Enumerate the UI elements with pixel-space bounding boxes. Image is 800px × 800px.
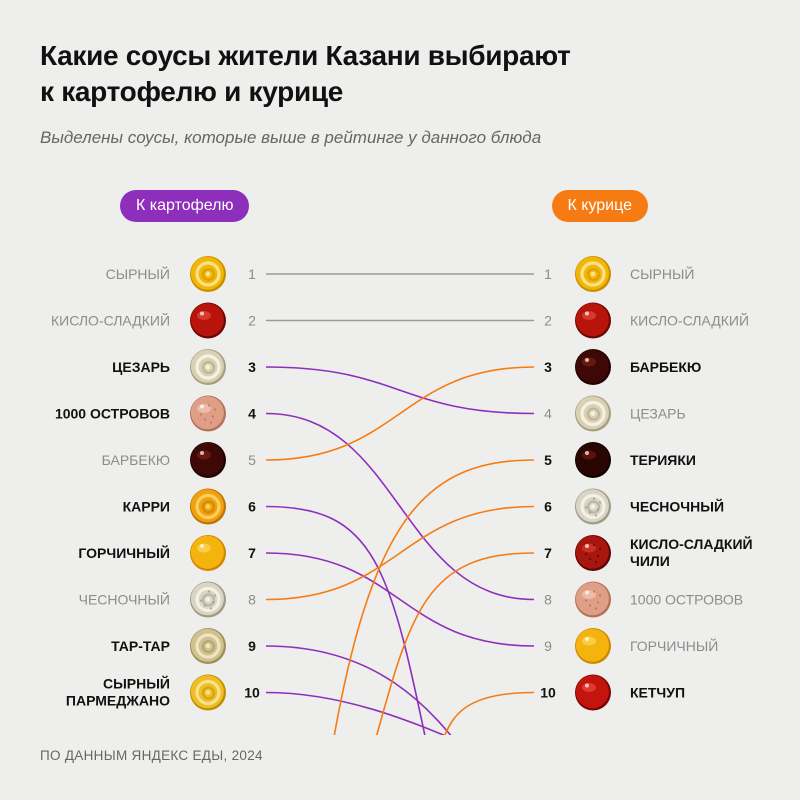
- potato-sauce-label-4: 1000 ОСТРОВОВ: [55, 406, 170, 422]
- potato-sauce-label-6: КАРРИ: [123, 499, 170, 515]
- chicken-rank-4: 4: [544, 406, 552, 422]
- chicken-rank-5: 5: [544, 452, 552, 468]
- sauce-ketchup-icon: [575, 674, 611, 711]
- connection-line-4: [265, 412, 535, 601]
- chicken-rank-7: 7: [544, 545, 552, 561]
- sauce-cheese-icon: [575, 256, 611, 292]
- chicken-sauce-label-2: КИСЛО-СЛАДКИЙ: [630, 312, 749, 329]
- chicken-rank-1: 1: [544, 266, 552, 282]
- potato-rank-2: 2: [248, 313, 256, 329]
- potato-rank-8: 8: [248, 592, 256, 608]
- potato-rank-10: 10: [244, 685, 260, 701]
- chicken-sauce-label-4: ЦЕЗАРЬ: [630, 406, 686, 422]
- chicken-sauce-label-5: ТЕРИЯКИ: [630, 452, 696, 468]
- page-title: Какие соусы жители Казани выбирают к кар…: [40, 38, 740, 110]
- potato-ranking-column: СЫРНЫЙ 1 КИСЛО-СЛАДКИЙ 2 ЦЕЗАРЬ 3 1000 ОСТРОВО…: [51, 256, 260, 711]
- sauce-sweet-sour-icon: [575, 302, 611, 339]
- chicken-sauce-label-8: 1000 ОСТРОВОВ: [630, 592, 743, 608]
- sauce-mustard-icon: [575, 628, 611, 664]
- sauce-mustard-icon: [190, 535, 226, 571]
- data-source-note: ПО ДАННЫМ ЯНДЕКС ЕДЫ, 2024: [40, 748, 263, 763]
- subtitle: Выделены соусы, которые выше в рейтинге …: [40, 128, 542, 147]
- connection-line-6: [265, 505, 426, 735]
- potato-sauce-label-1: СЫРНЫЙ: [106, 265, 170, 282]
- potato-rank-6: 6: [248, 499, 256, 515]
- sauce-thousand-island-icon: [190, 395, 226, 432]
- chicken-rank-8: 8: [544, 592, 552, 608]
- sauce-thousand-island-icon: [575, 581, 611, 618]
- chicken-sauce-label-1: СЫРНЫЙ: [630, 265, 694, 282]
- potato-rank-7: 7: [248, 545, 256, 561]
- connection-line-11: [333, 459, 535, 735]
- potato-rank-3: 3: [248, 359, 256, 375]
- connection-line-5: [265, 366, 535, 461]
- potato-rank-5: 5: [248, 452, 256, 468]
- potato-rank-1: 1: [248, 266, 256, 282]
- sauce-teriyaki-icon: [575, 442, 611, 478]
- connection-line-9: [265, 645, 452, 735]
- sauce-garlic-icon: [575, 488, 611, 525]
- sauce-caesar-icon: [575, 395, 611, 432]
- sauce-tartar-icon: [190, 628, 226, 664]
- potato-sauce-label-8: ЧЕСНОЧНЫЙ: [79, 591, 170, 608]
- chicken-ranking-column: 1 СЫРНЫЙ 2 КИСЛО-СЛАДКИЙ 3 БАРБЕКЮ 4 ЦЕЗАРЬ 5 ТЕР…: [540, 256, 753, 711]
- chicken-rank-9: 9: [544, 638, 552, 654]
- chicken-rank-2: 2: [544, 313, 552, 329]
- sauce-sweet-chili-icon: [575, 535, 611, 571]
- sauce-bbq-icon: [190, 442, 226, 478]
- connection-line-8: [265, 505, 535, 601]
- sauce-parmesan-icon: [190, 674, 226, 711]
- connection-line-3: [265, 366, 535, 415]
- connection-line-7: [265, 552, 535, 647]
- chicken-sauce-label-3: БАРБЕКЮ: [630, 359, 701, 375]
- sauce-bbq-icon: [575, 349, 611, 385]
- sauce-garlic-icon: [190, 581, 226, 618]
- chicken-rank-3: 3: [544, 359, 552, 375]
- potato-sauce-label-5: БАРБЕКЮ: [102, 452, 170, 468]
- connection-lines: [265, 273, 535, 735]
- title-line-2: к картофелю и курице: [40, 76, 344, 107]
- chicken-sauce-label-9: ГОРЧИЧНЫЙ: [630, 637, 718, 654]
- potato-column-badge: К картофелю: [120, 190, 250, 222]
- potato-sauce-label-2: КИСЛО-СЛАДКИЙ: [51, 312, 170, 329]
- chicken-rank-6: 6: [544, 499, 552, 515]
- chicken-sauce-label-10: КЕТЧУП: [630, 685, 685, 701]
- sauce-curry-icon: [190, 488, 226, 525]
- connection-line-13: [443, 691, 535, 735]
- potato-rank-4: 4: [248, 406, 256, 422]
- connection-line-10: [265, 691, 446, 735]
- sauce-sweet-sour-icon: [190, 302, 226, 339]
- potato-sauce-label-9: ТАР-ТАР: [111, 638, 170, 654]
- title-line-1: Какие соусы жители Казани выбирают: [40, 40, 571, 71]
- sauce-caesar-icon: [190, 349, 226, 385]
- potato-sauce-label-7: ГОРЧИЧНЫЙ: [78, 544, 170, 561]
- potato-sauce-label-3: ЦЕЗАРЬ: [112, 359, 170, 375]
- sauce-cheese-icon: [190, 256, 226, 292]
- connection-line-12: [375, 552, 535, 735]
- chicken-rank-10: 10: [540, 685, 556, 701]
- chicken-column-badge: К курице: [551, 190, 648, 222]
- chicken-sauce-label-7: КИСЛО-СЛАДКИЙ ЧИЛИ: [630, 535, 753, 569]
- potato-rank-9: 9: [248, 638, 256, 654]
- potato-sauce-label-10: СЫРНЫЙ ПАРМЕДЖАНО: [66, 675, 170, 709]
- chicken-sauce-label-6: ЧЕСНОЧНЫЙ: [630, 498, 724, 515]
